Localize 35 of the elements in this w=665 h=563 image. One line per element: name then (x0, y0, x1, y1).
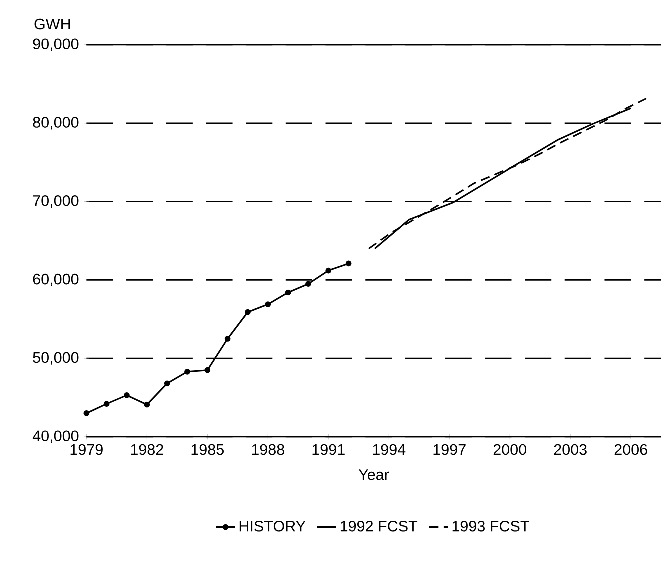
point (164, 380, 170, 387)
y-axis-title: GWH (34, 18, 70, 30)
x-tick-label: 1982 (131, 444, 164, 456)
point (144, 402, 150, 408)
y-tick-label: 60,000 (33, 274, 79, 287)
y-tick-label: 50,000 (33, 352, 79, 365)
legend-label: 1993 FCST (452, 520, 530, 532)
y-tick-label: 90,000 (33, 38, 79, 52)
x-tick-label: 1979 (70, 444, 103, 456)
point (104, 401, 110, 407)
y-tick-label: 40,000 (32, 430, 79, 444)
x-tick-label: 2003 (554, 444, 587, 456)
x-tick-label: 1988 (252, 444, 284, 456)
point (124, 392, 130, 398)
x-axis-title: Year (358, 470, 390, 480)
point (265, 302, 272, 308)
x-tick-label: 2000 (494, 444, 526, 456)
point (84, 410, 90, 416)
point (184, 369, 190, 375)
x-tick-label: 1991 (312, 444, 345, 456)
x-tick-label: 2006 (614, 444, 648, 456)
x-tick-label: 1985 (192, 444, 224, 456)
point (204, 367, 211, 374)
point (306, 281, 312, 288)
y-tick-label: 80,000 (33, 117, 79, 130)
y-tick-label: 70,000 (33, 195, 79, 208)
point (224, 336, 231, 342)
x-tick-label: 1994 (373, 444, 406, 456)
legend-label: 1992 FCST (340, 520, 418, 532)
point (285, 290, 292, 296)
point (326, 268, 332, 274)
x-tick-label: 1997 (434, 444, 466, 456)
point (346, 260, 352, 267)
legend-label: HISTORY (240, 520, 306, 532)
point (245, 309, 251, 316)
